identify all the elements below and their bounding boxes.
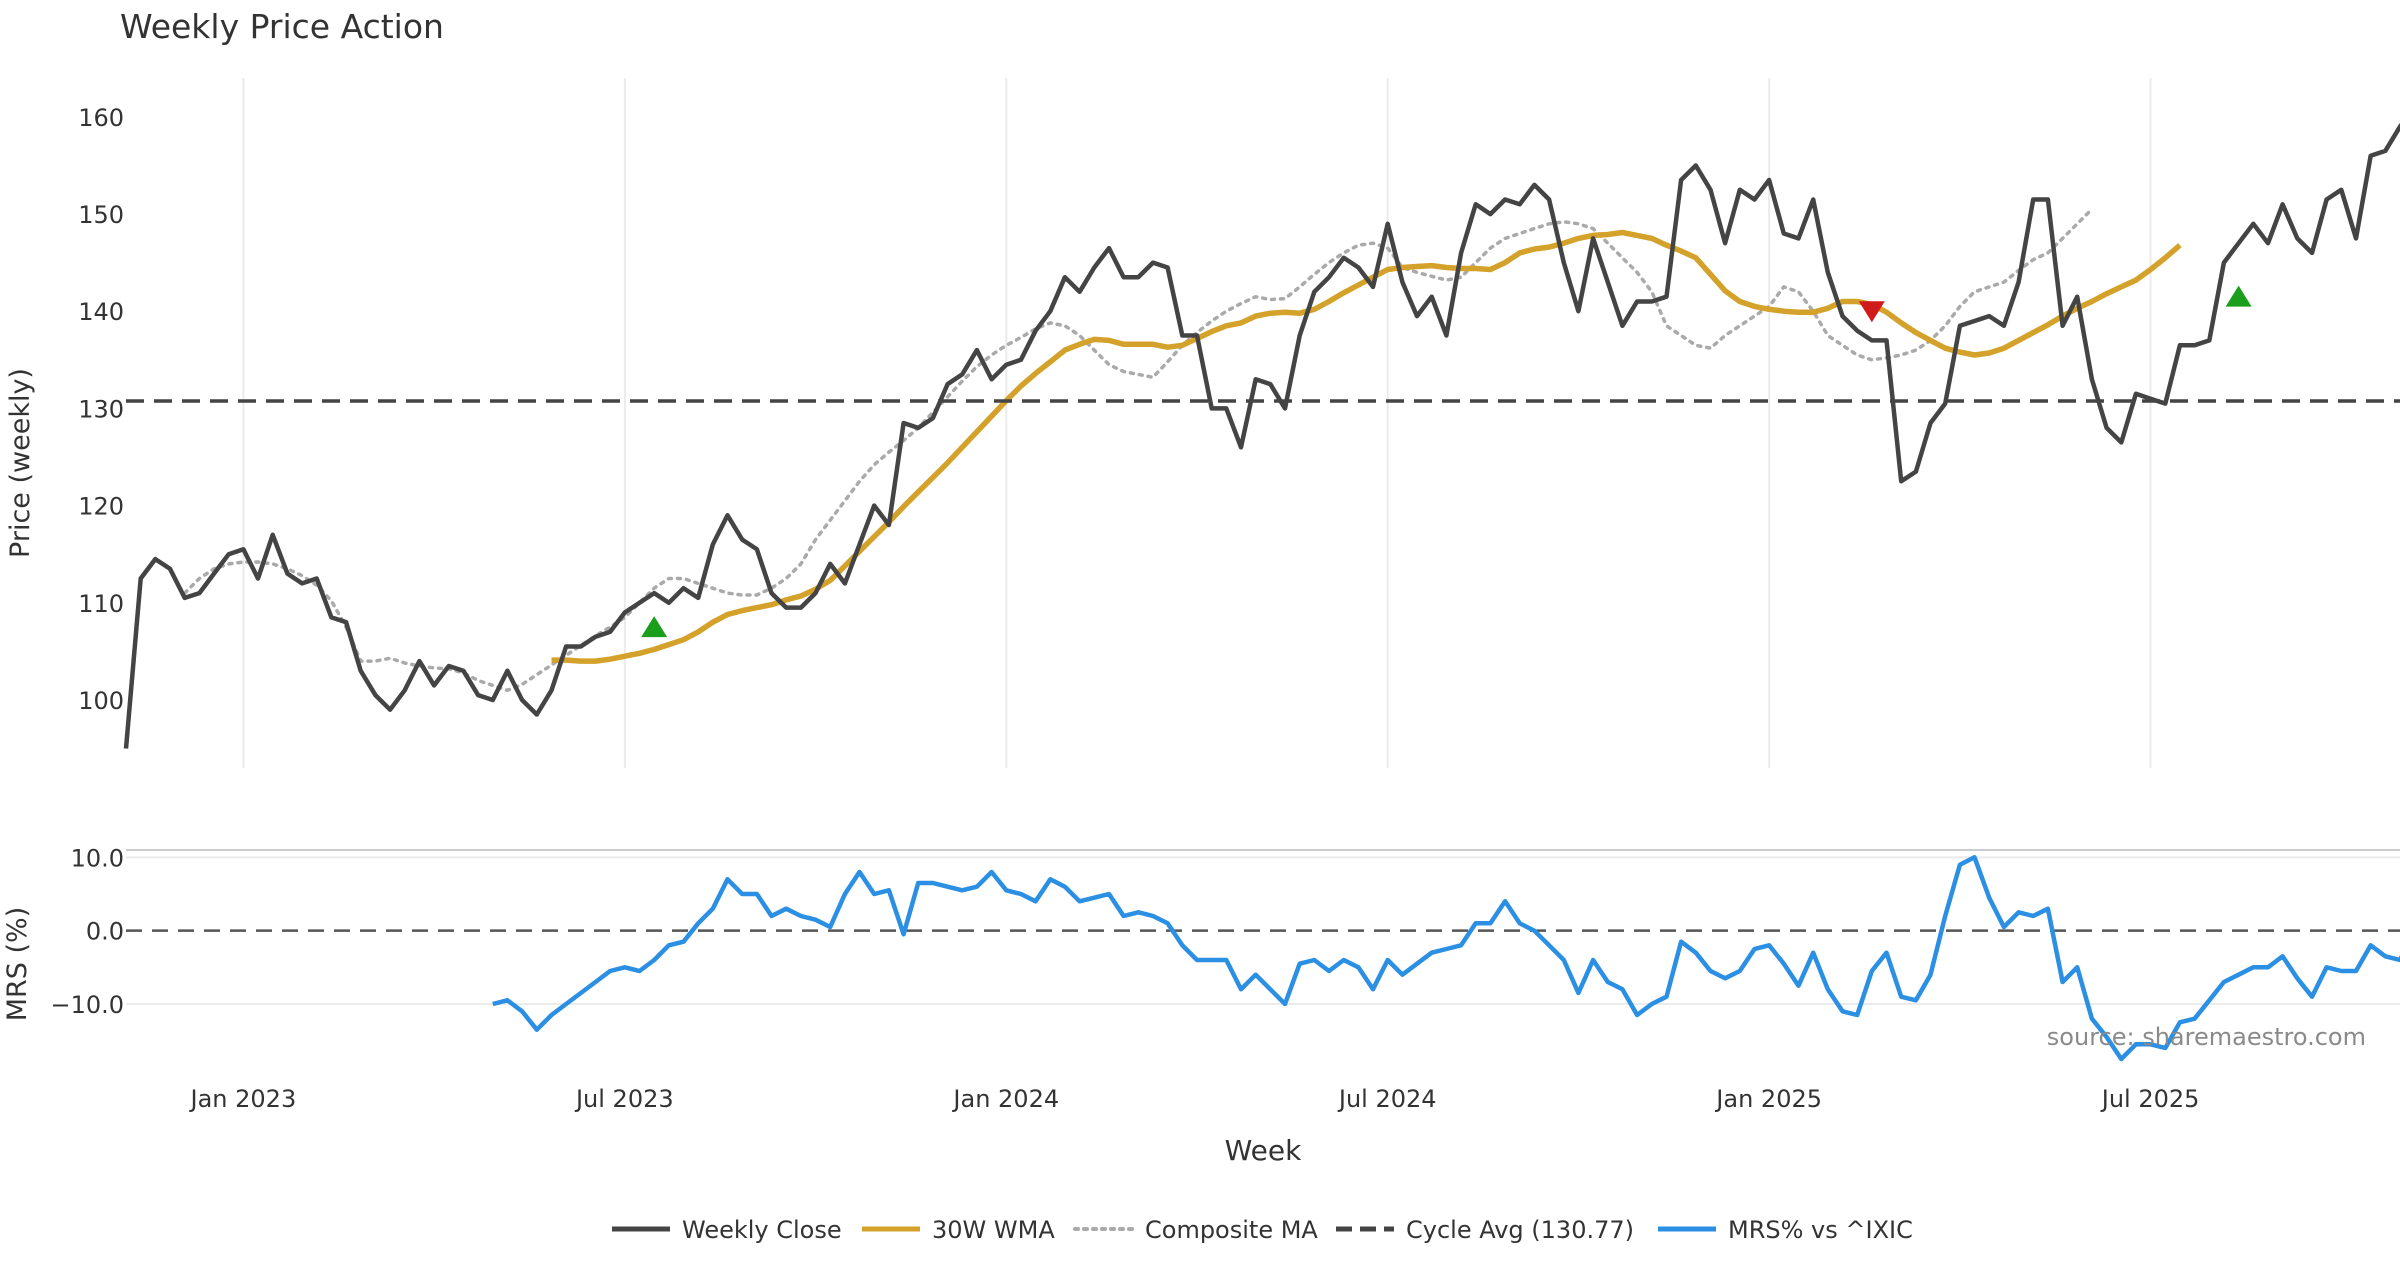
mrs-y-axis: 10.0 0.0 −10.0	[50, 844, 124, 1019]
buy-signal-marker	[641, 616, 668, 638]
chart-title: Weekly Price Action	[120, 7, 444, 46]
mrs-y-tick-label: −10.0	[50, 991, 124, 1019]
x-tick-label: Jul 2024	[1337, 1085, 1437, 1113]
weekly-close-series-line	[123, 122, 2400, 749]
price-grid	[242, 78, 2152, 768]
price-y-axis-label: Price (weekly)	[5, 368, 36, 558]
price-series-group	[123, 122, 2400, 749]
buy-signal-marker	[2225, 285, 2252, 307]
mrs-y-tick-label: 10.0	[71, 844, 124, 872]
x-tick-label: Jan 2024	[951, 1085, 1059, 1113]
source-note: source: sharemaestro.com	[2047, 1023, 2366, 1051]
price-y-tick-label: 100	[78, 687, 124, 715]
legend-label: Composite MA	[1145, 1216, 1318, 1244]
price-y-tick-label: 110	[78, 590, 124, 618]
legend-label: Weekly Close	[682, 1216, 842, 1244]
price-y-tick-label: 140	[78, 298, 124, 326]
mrs-grid	[126, 856, 2400, 1005]
mrs-y-axis-label: MRS (%)	[2, 907, 33, 1022]
price-y-tick-label: 130	[78, 395, 124, 423]
mrs-series-group	[492, 855, 2400, 1062]
legend: Weekly Close 30W WMA Composite MA Cycle Avg…	[612, 1216, 1913, 1244]
signal-markers	[641, 285, 2252, 638]
x-tick-label: Jul 2023	[574, 1085, 674, 1113]
legend-label: 30W WMA	[932, 1216, 1055, 1244]
x-axis: Jan 2023 Jul 2023 Jan 2024 Jul 2024 Jan 2025…	[189, 1085, 2200, 1113]
price-y-tick-label: 160	[78, 104, 124, 132]
x-tick-label: Jul 2025	[2100, 1085, 2200, 1113]
x-axis-label: Week	[1225, 1134, 1302, 1167]
composite-series-line	[182, 207, 2094, 693]
mrs-y-tick-label: 0.0	[86, 918, 124, 946]
x-tick-label: Jan 2025	[1714, 1085, 1822, 1113]
sell-signal-marker	[1858, 301, 1885, 323]
legend-label: Cycle Avg (130.77)	[1406, 1216, 1634, 1244]
price-y-axis: 100 110 120 130 140 150 160	[78, 104, 124, 715]
price-y-tick-label: 120	[78, 493, 124, 521]
price-y-tick-label: 150	[78, 201, 124, 229]
wma-series-line	[551, 229, 2182, 664]
mrs-series-line	[492, 855, 2400, 1062]
legend-label: MRS% vs ^IXIC	[1728, 1216, 1913, 1244]
x-tick-label: Jan 2023	[189, 1085, 297, 1113]
